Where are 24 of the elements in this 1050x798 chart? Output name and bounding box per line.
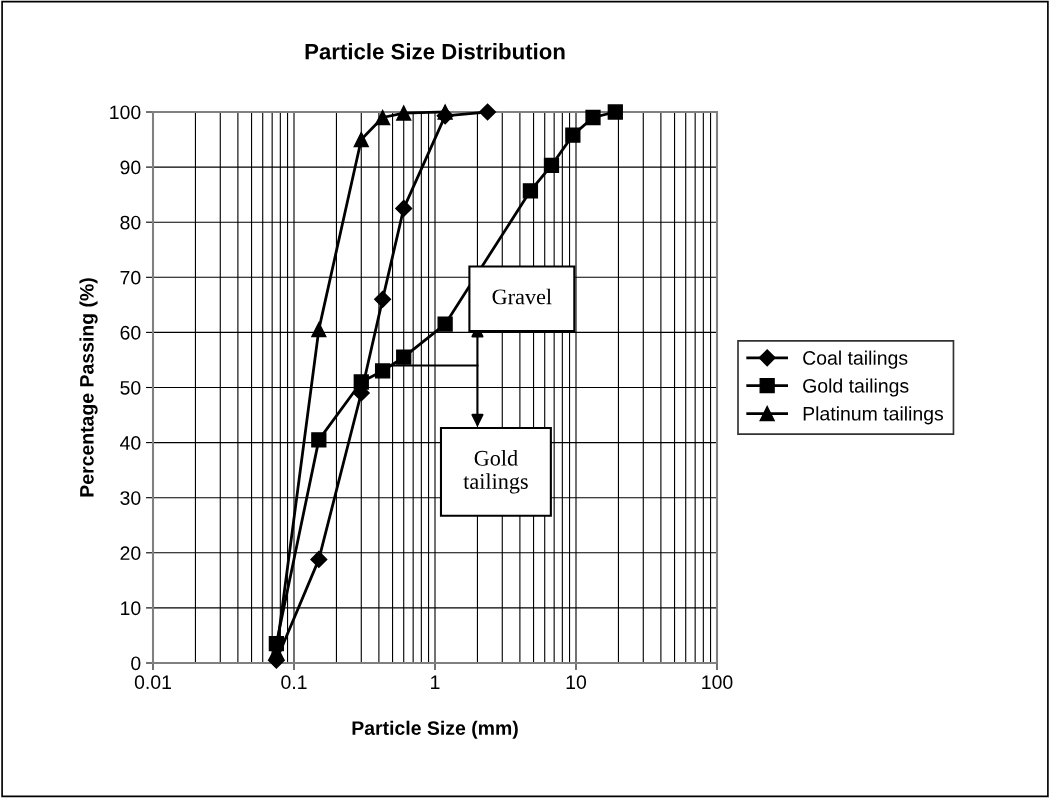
y-tick-label: 30 bbox=[120, 491, 141, 505]
chart-title: Particle Size Distribution bbox=[305, 43, 565, 60]
y-tick-label: 40 bbox=[120, 436, 141, 450]
y-tick-label: 100 bbox=[110, 105, 141, 120]
y-tick-label: 0 bbox=[131, 656, 141, 671]
y-tick-label: 90 bbox=[120, 160, 141, 175]
annotation: Gold tailings bbox=[463, 450, 528, 494]
legend-label: Coal tailings bbox=[803, 350, 908, 369]
x-tick-label: 0.1 bbox=[281, 675, 307, 690]
y-tick-label: 20 bbox=[120, 546, 141, 561]
legend-label: Gold tailings bbox=[803, 378, 909, 397]
x-tick-label: 1 bbox=[431, 675, 440, 689]
x-tick-label: 0.01 bbox=[134, 675, 171, 690]
y-tick-label: 50 bbox=[120, 380, 141, 395]
legend-label: Platinum tailings bbox=[803, 406, 944, 425]
y-tick-label: 10 bbox=[121, 601, 141, 616]
y-tick-label: 70 bbox=[120, 270, 141, 285]
y-axis-title: Percentage Passing (%) bbox=[79, 278, 98, 497]
y-tick-label: 60 bbox=[120, 325, 141, 340]
x-tick-label: 10 bbox=[566, 675, 587, 690]
y-tick-label: 80 bbox=[120, 215, 141, 230]
x-tick-label: 100 bbox=[702, 675, 733, 690]
annotation: Gravel bbox=[492, 288, 552, 305]
x-axis-title: Particle Size (mm) bbox=[352, 720, 518, 739]
